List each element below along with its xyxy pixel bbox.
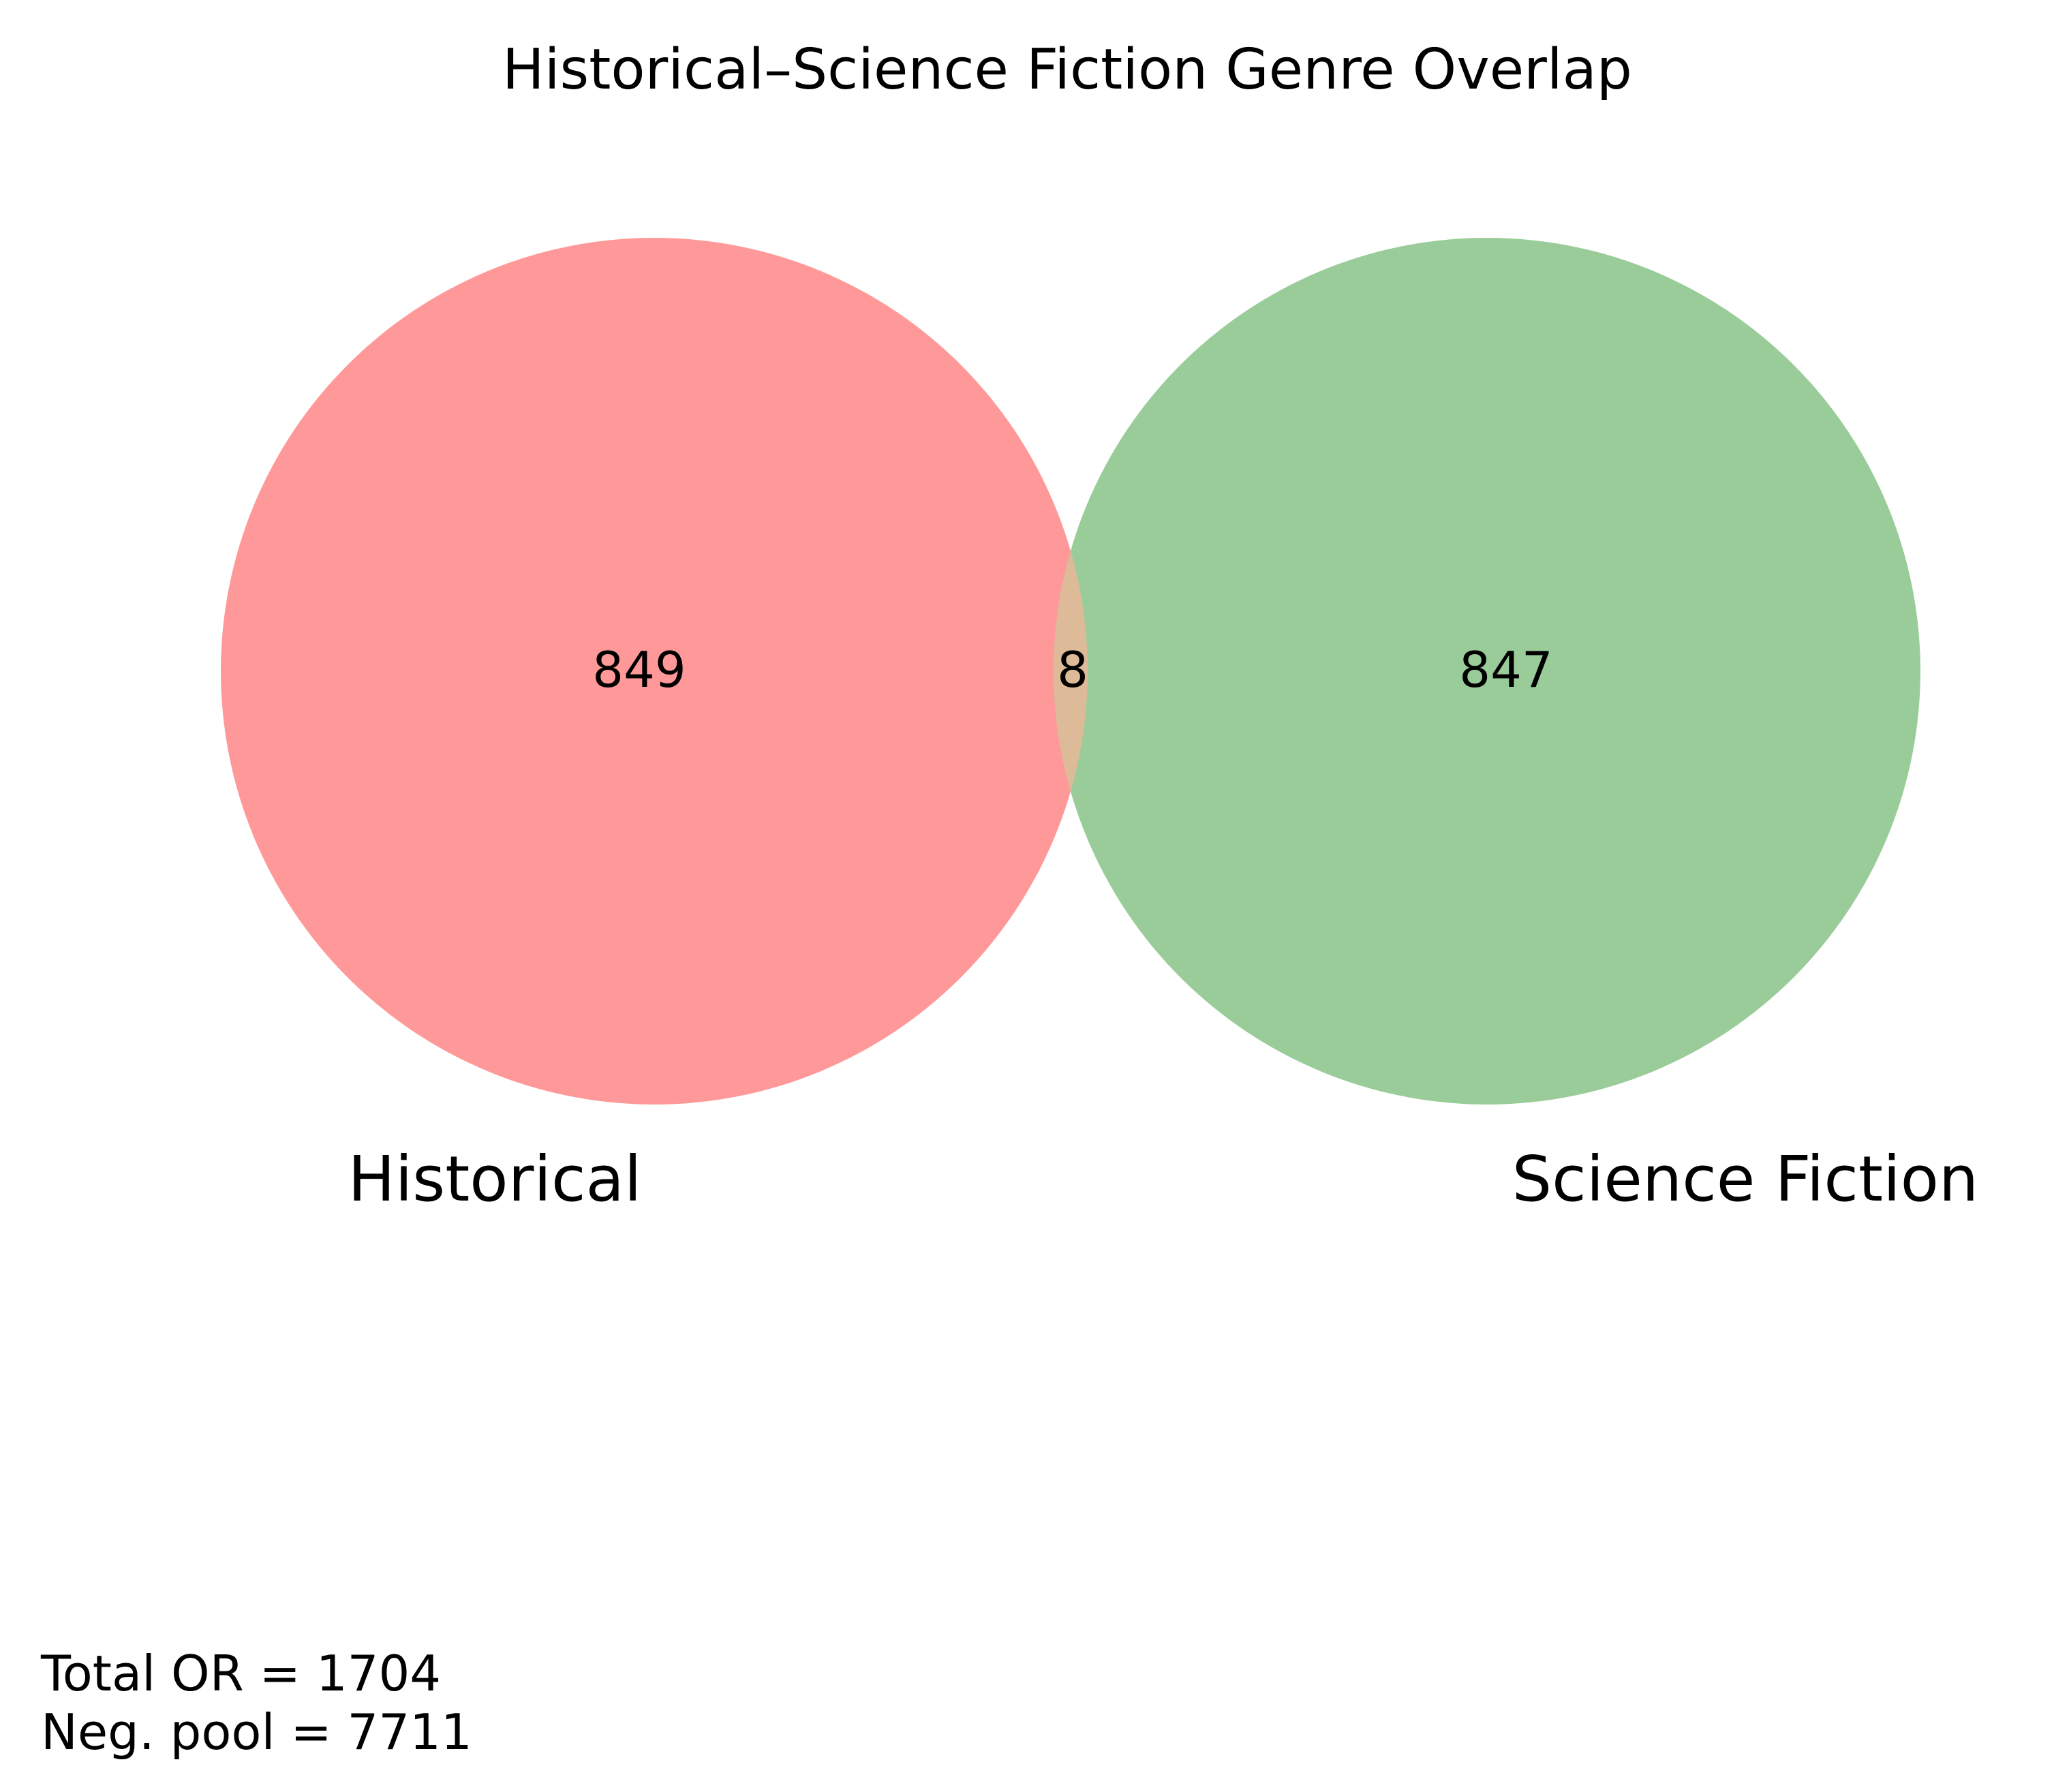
total-or-note: Total OR = 1704 xyxy=(40,1645,441,1702)
science-fiction-circle xyxy=(1054,238,1920,1104)
diagram-title: Historical–Science Fiction Genre Overlap xyxy=(502,37,1632,102)
historical-only-count: 849 xyxy=(592,641,686,698)
historical-circle xyxy=(221,238,1088,1104)
science-fiction-only-count: 847 xyxy=(1459,641,1552,698)
intersection-count: 8 xyxy=(1057,641,1088,698)
neg-pool-note: Neg. pool = 7711 xyxy=(41,1703,472,1761)
science-fiction-set-label: Science Fiction xyxy=(1512,1143,1978,1216)
historical-set-label: Historical xyxy=(348,1143,642,1216)
